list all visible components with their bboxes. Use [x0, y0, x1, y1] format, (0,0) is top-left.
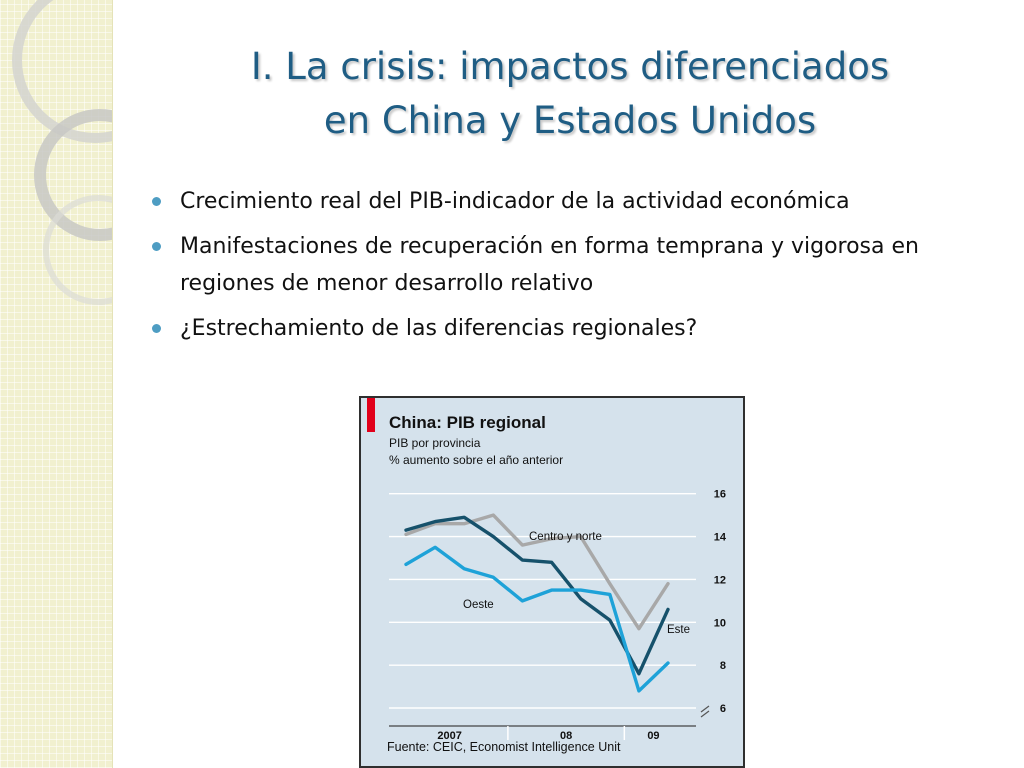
bullet-text: ¿Estrechamiento de las diferencias regio… — [180, 316, 698, 341]
y-tick-label: 16 — [714, 489, 726, 501]
y-tick-label: 10 — [714, 617, 726, 629]
decorative-circle — [12, 0, 112, 143]
x-tick-label: 08 — [560, 730, 572, 742]
bullet-item: ¿Estrechamiento de las diferencias regio… — [150, 310, 920, 347]
bullet-item: Crecimiento real del PIB-indicador de la… — [150, 183, 920, 220]
bullet-dot-icon — [152, 197, 161, 206]
y-tick-label: 14 — [714, 532, 727, 544]
axis-break-icon — [700, 705, 710, 718]
series-line — [404, 545, 670, 693]
series-line — [404, 513, 670, 631]
bullet-dot-icon — [152, 324, 161, 333]
bullet-text: Crecimiento real del PIB-indicador de la… — [180, 189, 850, 214]
y-tick-label: 8 — [720, 660, 726, 672]
chart-subtitle-1: PIB por provincia — [389, 436, 481, 450]
slide-title-line-2: en China y Estados Unidos — [323, 99, 817, 142]
y-tick-label: 12 — [714, 574, 726, 586]
y-tick-label: 6 — [720, 703, 726, 715]
chart-red-tag — [367, 398, 375, 432]
series-label: Oeste — [463, 599, 494, 611]
bullet-text: Manifestaciones de recuperación en forma… — [180, 234, 919, 296]
bullet-list: Crecimiento real del PIB-indicador de la… — [150, 183, 920, 355]
decorative-circle — [43, 195, 112, 305]
decorative-circles — [12, 0, 112, 305]
x-tick-label: 09 — [647, 730, 659, 742]
chart-source: Fuente: CEIC, Economist Intelligence Uni… — [387, 740, 621, 754]
chart-subtitle-2: % aumento sobre el año anterior — [389, 453, 564, 467]
chart-panel: China: PIB regional PIB por provincia % … — [359, 396, 745, 768]
decorative-side-strip — [0, 0, 113, 768]
slide-title-line-1: I. La crisis: impactos diferenciados — [250, 45, 890, 88]
series-label: Este — [667, 624, 690, 636]
decorative-circle — [34, 109, 112, 241]
bullet-item: Manifestaciones de recuperación en forma… — [150, 228, 920, 302]
slide-title: I. La crisis: impactos diferenciados en … — [150, 40, 990, 148]
chart-title: China: PIB regional — [389, 413, 546, 432]
line-chart: 16 14 12 10 8 6 2007 08 09 Centro y norte Este Oest… — [389, 489, 727, 742]
series-label: Centro y norte — [529, 531, 602, 543]
bullet-dot-icon — [152, 242, 161, 251]
x-tick-label: 2007 — [437, 730, 461, 742]
